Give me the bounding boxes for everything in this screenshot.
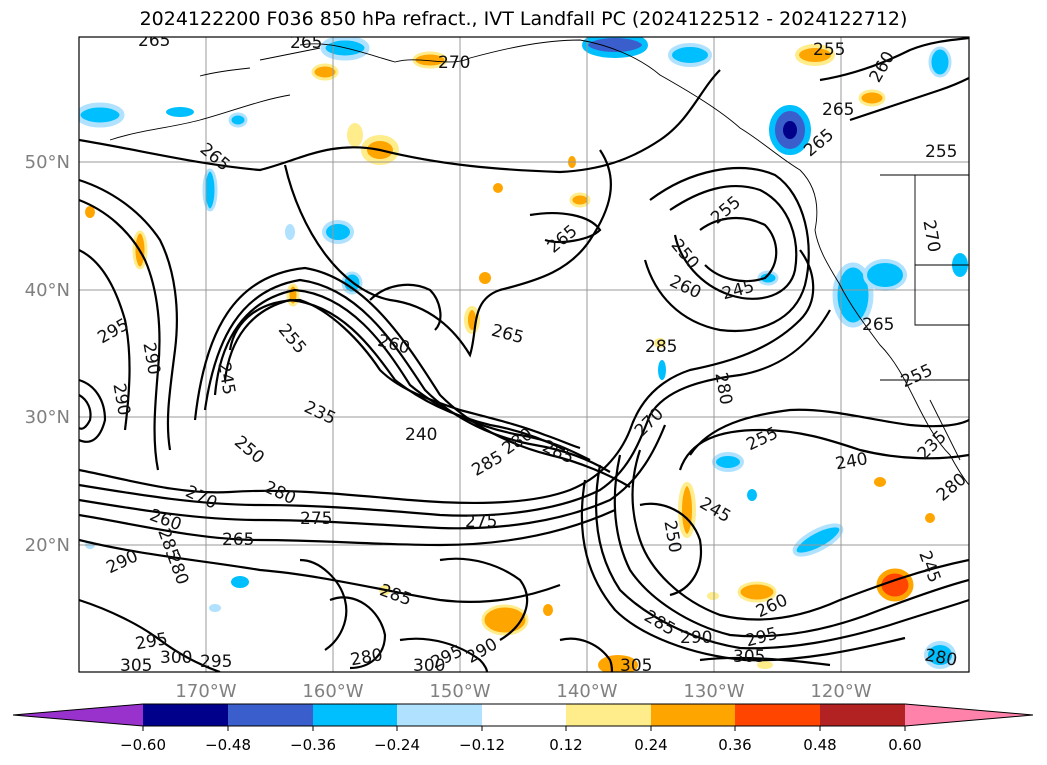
contour-label: 265 [222, 530, 254, 550]
colorbar-tick-label: 0.48 [803, 736, 836, 754]
contour-label: 255 [925, 142, 957, 162]
colorbar-tick-label: 0.60 [888, 736, 921, 754]
graticule [79, 37, 969, 672]
coastlines [109, 39, 969, 486]
contour-label: 265 [862, 315, 894, 335]
colorbar-ticks [142, 726, 906, 731]
longitude-labels: 170°W 160°W 150°W 140°W 130°W 120°W [175, 681, 871, 702]
contour-label: 300 [413, 656, 445, 676]
map-contents: 265 265 270 255 260 265 265 265 255 270 … [79, 31, 969, 676]
colorbar-tick-label: 0.36 [718, 736, 751, 754]
lon-label-150w: 150°W [429, 681, 490, 702]
colorbar-segment [228, 704, 313, 726]
contour-label: 265 [822, 100, 854, 120]
contour-label: 265 [290, 33, 322, 53]
contour-label: 285 [645, 337, 677, 357]
colorbar-tick-label: −0.48 [205, 736, 251, 754]
contour-label: 300 [160, 648, 192, 668]
contour-label: 305 [120, 656, 152, 676]
lat-label-50n: 50°N [25, 152, 70, 173]
lat-label-30n: 30°N [25, 407, 70, 428]
contour-label: 305 [733, 647, 765, 667]
contour-label: 265 [138, 31, 170, 51]
colorbar-segment [482, 704, 566, 726]
colorbar-tick-label: −0.60 [120, 736, 166, 754]
refractivity-contours [79, 37, 969, 672]
colorbar-tick-label: −0.24 [374, 736, 420, 754]
contour-label: 295 [200, 652, 232, 672]
lat-label-20n: 20°N [25, 535, 70, 556]
colorbar-tick-label: −0.12 [459, 736, 505, 754]
colorbar-tick-label: 0.24 [634, 736, 667, 754]
contour-label: 290 [680, 628, 712, 648]
colorbar-segment [566, 704, 651, 726]
colorbar-segment [820, 704, 905, 726]
lon-label-160w: 160°W [302, 681, 363, 702]
contour-label: 275 [465, 512, 497, 532]
colorbar-tick-label: −0.36 [290, 736, 336, 754]
colorbar-segment [397, 704, 482, 726]
colorbar: −0.60 −0.48 −0.36 −0.24 −0.12 0.12 0.24 … [12, 703, 1034, 754]
colorbar-segment [143, 704, 228, 726]
colorbar-extend-high [905, 704, 1033, 726]
colorbar-segment [735, 704, 820, 726]
map-frame [78, 36, 970, 673]
latitude-labels: 50°N 40°N 30°N 20°N [25, 152, 70, 556]
lat-label-40n: 40°N [25, 280, 70, 301]
lon-label-170w: 170°W [175, 681, 236, 702]
lon-label-120w: 120°W [810, 681, 871, 702]
map-title: 2024122200 F036 850 hPa refract., IVT La… [139, 8, 908, 30]
colorbar-segment [651, 704, 735, 726]
colorbar-extend-low [13, 704, 143, 726]
contour-label: 305 [620, 656, 652, 676]
contour-label: 255 [813, 40, 845, 60]
lon-label-140w: 140°W [556, 681, 617, 702]
contour-label: 270 [438, 53, 470, 73]
map-area [79, 37, 969, 672]
colorbar-tick-label: 0.12 [549, 736, 582, 754]
contour-label: 240 [405, 425, 437, 445]
lon-label-130w: 130°W [683, 681, 744, 702]
colorbar-segment [313, 704, 397, 726]
contour-label: 275 [300, 509, 332, 529]
